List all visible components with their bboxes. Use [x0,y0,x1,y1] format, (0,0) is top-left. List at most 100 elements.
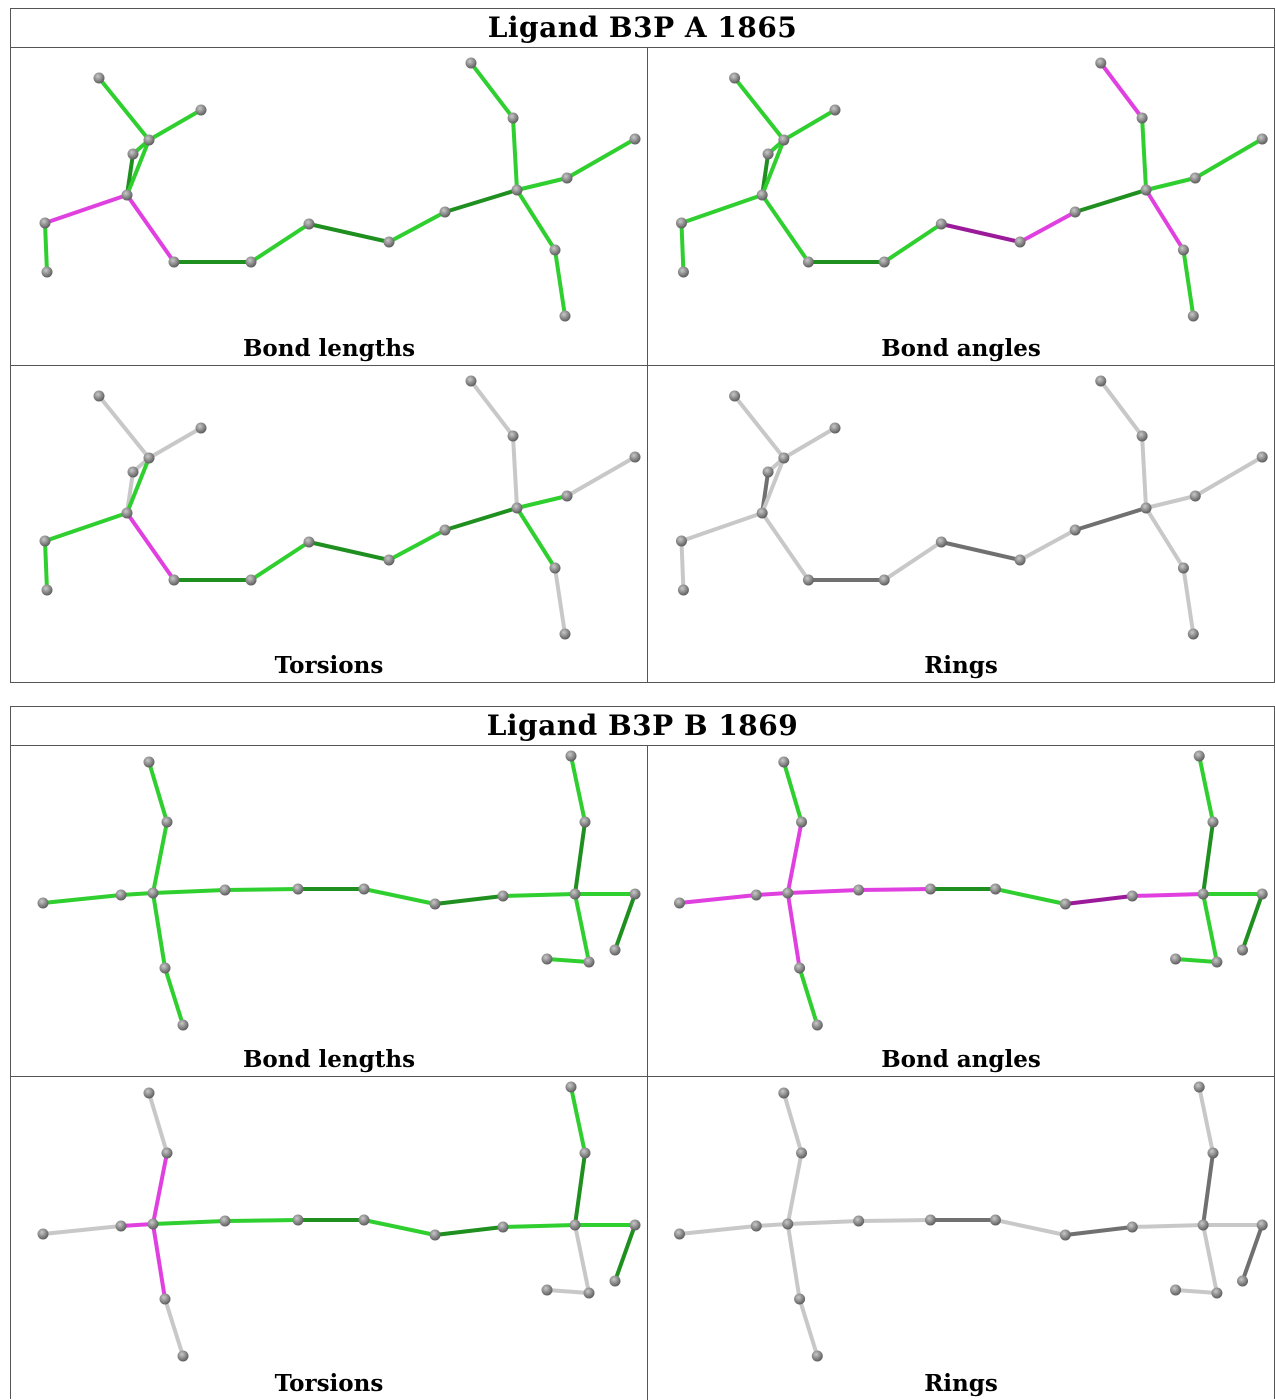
bond [223,887,300,892]
atom [121,507,133,519]
atom [37,1228,49,1240]
bond [433,1225,505,1237]
atom [1187,628,1199,640]
bond [679,511,765,543]
atom [811,1350,823,1362]
atom [762,466,774,478]
bond [760,511,811,582]
atom [143,134,155,146]
bond [163,1297,185,1358]
atom [677,266,689,278]
atom [303,218,315,230]
bond [797,1297,820,1358]
atom [195,104,207,116]
atom [673,1228,685,1240]
atom [39,535,51,547]
panel-caption: Torsions [274,652,384,679]
atom [121,189,133,201]
atom [429,1229,441,1241]
bond [1201,892,1219,964]
atom [629,888,641,900]
bond [679,193,765,225]
bond [781,1091,804,1155]
bond [151,891,167,970]
panel-caption: Rings [924,652,998,679]
bond [43,221,49,274]
atom [924,883,936,895]
bond [97,394,151,460]
panel-caption: Bond lengths [242,1046,416,1073]
bond [515,494,569,510]
bond [677,1224,759,1236]
atom [1126,890,1138,902]
bond [1144,188,1186,252]
atom [358,1214,370,1226]
bond [125,511,176,582]
bond [1130,1223,1206,1229]
atom [1136,430,1148,442]
atom [161,816,173,828]
atom [1095,375,1107,387]
molecule-diagram [37,750,641,1031]
bond [1073,188,1149,214]
bond [760,138,786,197]
atom [609,1275,621,1287]
bond [677,893,759,905]
atom [796,1147,808,1159]
bond [1144,494,1198,510]
atom [541,953,553,965]
molecule-diagram [675,375,1268,640]
atom [115,1220,127,1232]
atom [750,889,762,901]
atom [219,1215,231,1227]
atom [195,422,207,434]
atom [245,574,257,586]
atom [143,1087,155,1099]
atom [1189,172,1201,184]
atom [1014,554,1026,566]
bond [1140,434,1149,510]
molecule-diagram [673,1081,1268,1362]
atom [1256,888,1268,900]
bond [151,1219,227,1226]
bond [43,511,129,543]
atom [465,57,477,69]
bond [1240,892,1265,952]
bond [387,528,447,562]
atom [1211,956,1223,968]
bond [1201,820,1215,896]
atom [1069,524,1081,536]
atom [303,536,315,548]
panel-rings: Rings [648,1077,1274,1400]
bond [515,176,569,192]
bond [882,540,944,582]
bond [1197,1085,1215,1155]
ligand-title: Ligand B3P B 1869 [11,707,1274,746]
atom [497,890,509,902]
panel-caption: Bond angles [881,1046,1041,1073]
atom [93,72,105,84]
bond [515,188,557,252]
panel-caption: Torsions [274,1370,384,1397]
atom [559,310,571,322]
atom [549,562,561,574]
bond [1098,61,1145,120]
bond [797,966,820,1027]
atom [161,1147,173,1159]
atom [1177,562,1189,574]
atom [383,554,395,566]
atom [565,1081,577,1093]
atom [878,256,890,268]
atom [802,256,814,268]
bond [469,61,515,120]
atom [1237,944,1249,956]
bond [732,394,786,460]
bond [125,193,176,264]
bond [613,892,637,952]
bond [125,138,151,197]
atom [629,451,641,463]
bond [501,892,577,898]
atom [1237,1275,1249,1287]
atom [794,962,806,974]
atom [1207,1147,1219,1159]
